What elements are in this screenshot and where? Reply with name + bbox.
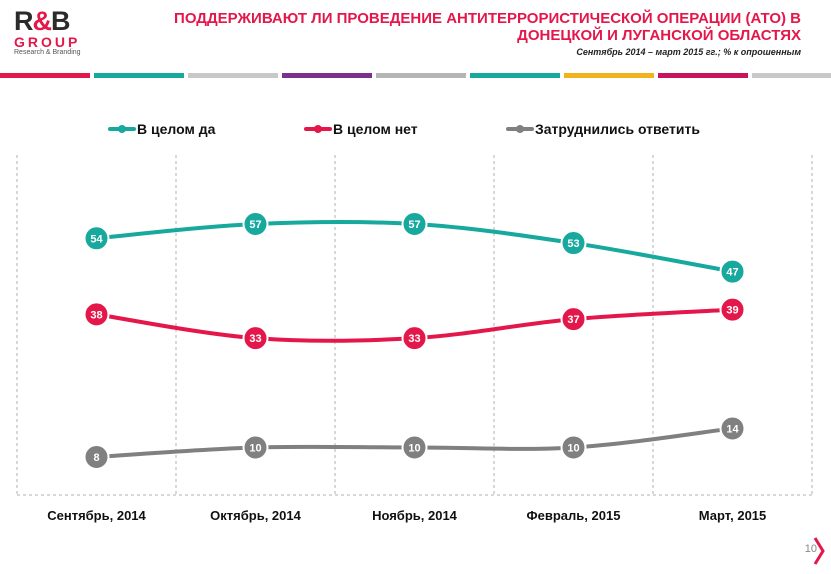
data-point	[83, 301, 110, 328]
data-point	[560, 306, 587, 333]
logo-wordmark: R&B	[14, 6, 70, 36]
data-point	[242, 434, 269, 461]
data-point	[560, 230, 587, 257]
data-label: 53	[567, 238, 579, 250]
legend-swatch-marker	[314, 125, 322, 133]
color-stripe	[0, 73, 831, 78]
logo-tagline: Research & Branding	[14, 49, 81, 56]
x-tick-label: Март, 2015	[699, 508, 767, 523]
data-point	[83, 225, 110, 252]
chevron-right-icon	[813, 537, 825, 565]
page-number: 10	[804, 543, 817, 555]
data-point	[401, 211, 428, 238]
data-point	[242, 325, 269, 352]
data-label: 57	[408, 219, 420, 231]
data-label: 14	[726, 423, 739, 435]
legend-swatch-marker	[118, 125, 126, 133]
data-label: 10	[249, 442, 261, 454]
legend-swatch-marker	[516, 125, 524, 133]
data-point	[401, 325, 428, 352]
data-label: 10	[408, 442, 420, 454]
data-label: 8	[93, 452, 99, 464]
logo-group: GROUP	[14, 34, 81, 50]
page-subtitle: Сентябрь 2014 – март 2015 гг.; % к опрош…	[576, 47, 801, 57]
data-label: 54	[90, 233, 103, 245]
data-label: 47	[726, 267, 738, 279]
data-point	[242, 211, 269, 238]
legend-label: Затруднились ответить	[535, 121, 700, 137]
data-label: 38	[90, 309, 102, 321]
data-label: 39	[726, 305, 738, 317]
x-tick-label: Октябрь, 2014	[210, 508, 301, 523]
legend-label: В целом да	[137, 121, 216, 137]
page-title: ПОДДЕРЖИВАЮТ ЛИ ПРОВЕДЕНИЕ АНТИТЕРРОРИСТ…	[174, 10, 801, 44]
data-point	[401, 434, 428, 461]
x-tick-label: Сентябрь, 2014	[47, 508, 146, 523]
data-label: 37	[567, 314, 579, 326]
data-label: 57	[249, 219, 261, 231]
x-tick-label: Февраль, 2015	[527, 508, 621, 523]
logo: R&B GROUP Research & Branding	[14, 8, 124, 57]
data-point	[560, 434, 587, 461]
data-point	[83, 443, 110, 470]
data-point	[719, 296, 746, 323]
data-label: 10	[567, 442, 579, 454]
legend-label: В целом нет	[333, 121, 418, 137]
data-label: 33	[249, 333, 261, 345]
data-point	[719, 415, 746, 442]
x-tick-label: Ноябрь, 2014	[372, 508, 458, 523]
data-point	[719, 258, 746, 285]
data-label: 33	[408, 333, 420, 345]
